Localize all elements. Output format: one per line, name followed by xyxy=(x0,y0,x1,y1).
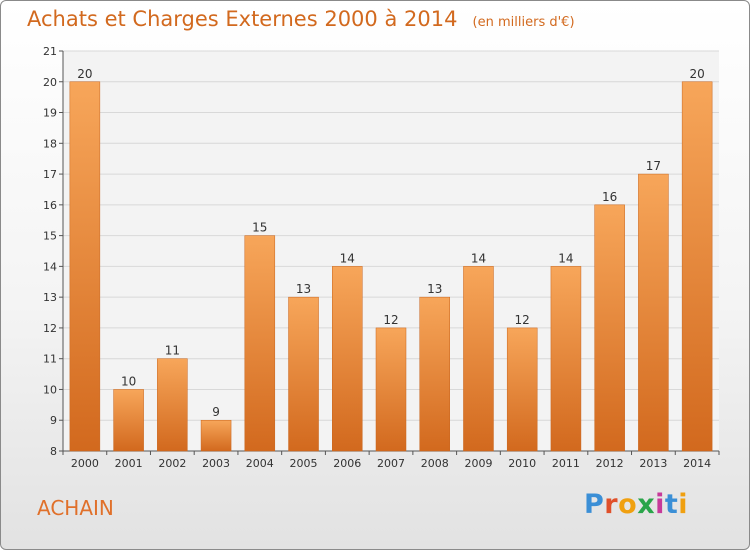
bar-2005 xyxy=(288,296,319,452)
x-tick-label-2005: 2005 xyxy=(290,457,318,470)
bar-2008 xyxy=(419,296,450,452)
y-tick-label: 17 xyxy=(43,168,57,181)
x-tick-label-2013: 2013 xyxy=(639,457,667,470)
logo-letter: x xyxy=(637,489,656,520)
logo-letter: t xyxy=(664,489,679,520)
x-tick-label-2002: 2002 xyxy=(158,457,186,470)
bar-2013 xyxy=(638,173,669,452)
bar-2001 xyxy=(113,389,144,452)
chart-title: Achats et Charges Externes 2000 à 2014 xyxy=(27,7,458,31)
bar-2002 xyxy=(157,358,188,452)
y-tick-label: 8 xyxy=(50,445,57,458)
x-tick-label-2006: 2006 xyxy=(333,457,361,470)
chart-unit: (en milliers d'€) xyxy=(472,15,575,30)
bar-2004 xyxy=(244,235,276,452)
y-tick-label: 13 xyxy=(43,291,57,304)
proxiti-logo: Proxiti xyxy=(584,489,688,520)
data-label-2004: 15 xyxy=(252,221,267,235)
data-label-2002: 11 xyxy=(165,344,180,358)
place-name: ACHAIN xyxy=(37,496,114,520)
bar-2012 xyxy=(594,204,625,452)
data-label-2011: 14 xyxy=(558,251,573,265)
chart-title-block: Achats et Charges Externes 2000 à 2014 (… xyxy=(27,7,575,31)
x-tick-label-2004: 2004 xyxy=(246,457,274,470)
y-tick-label: 9 xyxy=(50,414,57,427)
data-label-2000: 20 xyxy=(77,67,92,81)
logo-letter: P xyxy=(584,489,605,520)
y-tick-label: 19 xyxy=(43,107,57,120)
data-label-2013: 17 xyxy=(646,159,661,173)
y-tick-label: 20 xyxy=(43,76,57,89)
data-label-2014: 20 xyxy=(689,67,704,81)
y-tick-label: 21 xyxy=(43,45,57,58)
x-tick-label-2009: 2009 xyxy=(464,457,492,470)
x-tick-label-2003: 2003 xyxy=(202,457,230,470)
data-label-2007: 12 xyxy=(383,313,398,327)
y-tick-label: 18 xyxy=(43,137,57,150)
y-tick-label: 15 xyxy=(43,230,57,243)
y-tick-label: 12 xyxy=(43,322,57,335)
logo-letter: r xyxy=(604,489,619,520)
x-tick-label-2007: 2007 xyxy=(377,457,405,470)
bar-2003 xyxy=(200,419,232,452)
x-tick-label-2008: 2008 xyxy=(421,457,449,470)
data-label-2001: 10 xyxy=(121,374,136,388)
logo-letter: i xyxy=(678,489,689,520)
x-tick-label-2001: 2001 xyxy=(115,457,143,470)
bar-2014 xyxy=(681,81,713,452)
data-label-2009: 14 xyxy=(471,251,486,265)
y-tick-label: 10 xyxy=(43,383,57,396)
y-tick-label: 11 xyxy=(43,353,57,366)
logo-letter: i xyxy=(655,489,665,520)
bar-2007 xyxy=(375,327,407,452)
y-tick-label: 14 xyxy=(43,260,57,273)
x-tick-label-2000: 2000 xyxy=(71,457,99,470)
x-tick-label-2012: 2012 xyxy=(596,457,624,470)
x-tick-label-2010: 2010 xyxy=(508,457,536,470)
bar-2006 xyxy=(332,266,363,452)
data-label-2012: 16 xyxy=(602,190,617,204)
data-label-2003: 9 xyxy=(212,405,220,419)
data-label-2006: 14 xyxy=(340,251,355,265)
logo-letter: o xyxy=(618,489,638,520)
bar-2009 xyxy=(463,266,494,452)
bar-2010 xyxy=(506,327,538,452)
x-tick-label-2014: 2014 xyxy=(683,457,711,470)
x-tick-label-2011: 2011 xyxy=(552,457,580,470)
bar-2000 xyxy=(69,81,101,452)
y-tick-label: 16 xyxy=(43,199,57,212)
data-label-2008: 13 xyxy=(427,282,442,296)
data-label-2010: 12 xyxy=(515,313,530,327)
data-label-2005: 13 xyxy=(296,282,311,296)
bar-2011 xyxy=(550,266,582,452)
